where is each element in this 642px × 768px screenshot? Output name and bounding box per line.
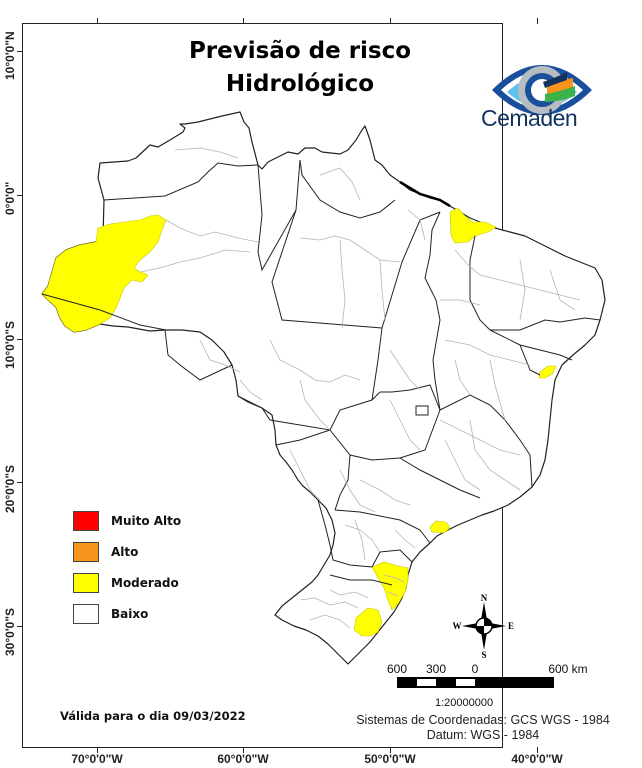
compass-east-label: E [508, 621, 514, 631]
lon-label-60w: 60°0'0"W [217, 752, 269, 766]
legend-swatch-alto [73, 541, 99, 562]
legend-swatch-muito-alto [73, 510, 99, 531]
legend-item-moderado: Moderado [73, 567, 181, 598]
scale-label-600-km: 600 km [548, 662, 588, 676]
tick-top-40w [537, 18, 538, 24]
compass-west-label: W [453, 621, 462, 631]
tick-bottom-60w [243, 747, 244, 753]
legend-swatch-moderado [73, 572, 99, 593]
legend-label: Baixo [111, 606, 149, 621]
coordinate-info: Sistemas de Coordenadas: GCS WGS - 1984 … [352, 713, 614, 743]
tick-left-20s [17, 482, 23, 483]
tick-bottom-40w [537, 747, 538, 753]
tick-left-30s [17, 626, 23, 627]
region-santa-catarina [371, 561, 409, 611]
legend-label: Moderado [111, 575, 179, 590]
legend-item-alto: Alto [73, 536, 181, 567]
scale-label-600-left: 600 [386, 662, 408, 676]
legend-item-muito-alto: Muito Alto [73, 505, 181, 536]
brazil-outline [41, 111, 606, 665]
lon-label-40w: 40°0'0"W [511, 752, 563, 766]
legend: Muito Alto Alto Moderado Baixo [73, 505, 181, 629]
compass-south-label: S [481, 650, 486, 658]
microregion-borders [139, 147, 581, 629]
region-maranhao-coast [449, 207, 497, 244]
tick-top-70w [97, 18, 98, 24]
tick-left-0 [17, 195, 23, 196]
tick-top-50w [390, 18, 391, 24]
datum: Datum: WGS - 1984 [426, 728, 540, 742]
legend-label: Alto [111, 544, 139, 559]
compass-north-label: N [481, 594, 488, 603]
region-sao-paulo-coast [429, 520, 451, 534]
map-title-line1: Previsão de risco [188, 38, 412, 64]
map-title: Previsão de risco Hidrológico [150, 35, 450, 101]
legend-swatch-baixo [73, 603, 99, 624]
state-borders [41, 159, 601, 586]
region-rio-grande-do-sul [353, 607, 383, 637]
coordinate-system: Sistemas de Coordenadas: GCS WGS - 1984 [356, 713, 610, 727]
scale-label-0: 0 [471, 662, 479, 676]
tick-left-10s [17, 339, 23, 340]
amazon-coast [399, 180, 451, 208]
scale-label-300: 300 [425, 662, 447, 676]
region-sergipe-coast [538, 365, 557, 379]
tick-bottom-50w [390, 747, 391, 753]
tick-top-60w [243, 18, 244, 24]
compass-rose-icon: N S W E [453, 594, 515, 658]
scale-ratio: 1:20000000 [435, 697, 494, 709]
legend-item-baixo: Baixo [73, 598, 181, 629]
logo-text: Cemaden [481, 105, 578, 131]
legend-label: Muito Alto [111, 513, 182, 528]
valid-date: Válida para o dia 09/03/2022 [60, 709, 246, 723]
tick-left-10n [17, 51, 23, 52]
tick-bottom-70w [97, 747, 98, 753]
cemaden-eye-logo-icon [492, 65, 592, 115]
scale-bar [397, 677, 554, 688]
lon-label-50w: 50°0'0"W [364, 752, 416, 766]
lon-label-70w: 70°0'0"W [71, 752, 123, 766]
map-title-line2: Hidrológico [225, 71, 375, 97]
